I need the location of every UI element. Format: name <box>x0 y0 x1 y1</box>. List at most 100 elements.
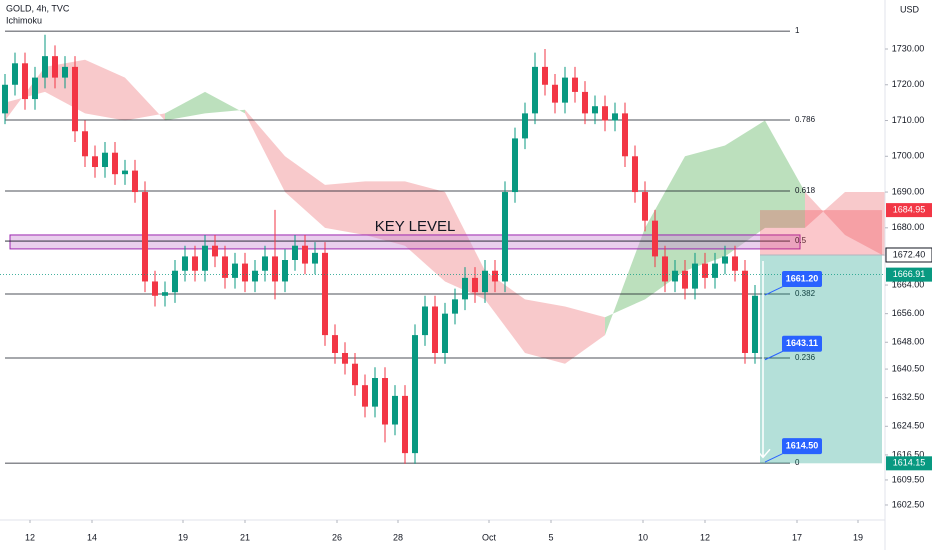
x-tick-label: 5 <box>548 532 553 542</box>
price-tag <box>886 203 932 218</box>
candle-body <box>482 270 488 293</box>
candle-body <box>222 256 228 278</box>
candle-body <box>72 66 78 132</box>
candle-body <box>342 352 348 364</box>
x-tick-label: 12 <box>25 532 35 542</box>
candle-body <box>712 263 718 278</box>
fib-label: 0.786 <box>795 115 816 124</box>
ichimoku-cloud <box>565 306 605 364</box>
candle-body <box>292 245 298 260</box>
y-tick-label: 1648.00 <box>892 337 925 347</box>
key-level-zone <box>9 234 801 250</box>
x-tick-label: 10 <box>638 532 648 542</box>
y-tick-label: 1720.00 <box>892 79 925 89</box>
price-tag <box>886 456 932 471</box>
chart-title: GOLD, 4h, TVC <box>6 3 70 13</box>
price-tag <box>886 267 932 282</box>
candle-body <box>322 252 328 336</box>
candle-body <box>632 156 638 193</box>
callout-pointer <box>764 284 787 296</box>
callout-box <box>782 271 822 288</box>
fib-label: 0.382 <box>795 289 816 298</box>
candle-body <box>272 256 278 282</box>
candle-body <box>92 156 98 168</box>
candle-body <box>472 277 478 293</box>
candle-body <box>282 260 288 282</box>
candle-body <box>332 335 338 353</box>
candle-body <box>692 263 698 289</box>
price-tag-label: 1666.91 <box>893 269 926 279</box>
y-tick-label: 1664.00 <box>892 279 925 289</box>
candle-body <box>582 91 588 114</box>
y-tick-label: 1609.50 <box>892 474 925 484</box>
candle-body <box>142 192 148 282</box>
stop-zone <box>760 210 882 255</box>
ichimoku-cloud <box>285 156 325 228</box>
candle-body <box>262 256 268 271</box>
candle-body <box>2 84 8 114</box>
candle-body <box>532 66 538 114</box>
candle-body <box>82 131 88 157</box>
ichimoku-cloud <box>205 91 245 114</box>
price-tag <box>885 247 932 263</box>
candle-body <box>592 106 598 114</box>
candle-body <box>382 378 388 425</box>
candle-body <box>552 84 558 103</box>
callout-label: 1643.11 <box>786 338 818 348</box>
candle-body <box>602 106 608 121</box>
currency: USD <box>900 4 920 14</box>
x-tick-label: 21 <box>240 532 250 542</box>
candle-body <box>352 363 358 386</box>
candle-body <box>302 245 308 264</box>
y-tick-label: 1680.00 <box>892 222 925 232</box>
ichimoku-cloud <box>845 192 885 257</box>
ichimoku-cloud <box>325 181 365 235</box>
candle-body <box>32 77 38 100</box>
x-tick-label: 19 <box>178 532 188 542</box>
candle-body <box>132 170 138 193</box>
candle-body <box>392 395 398 425</box>
candle-body <box>502 192 508 282</box>
x-tick-label: 17 <box>792 532 802 542</box>
candle-body <box>702 263 708 278</box>
ichimoku-cloud <box>85 59 125 121</box>
callout-box <box>782 438 822 455</box>
candle-body <box>752 295 758 353</box>
ichimoku-cloud <box>725 120 765 257</box>
y-tick-label: 1640.50 <box>892 363 925 373</box>
fib-label: 0.5 <box>795 236 807 245</box>
x-tick-label: 26 <box>332 532 342 542</box>
candle-body <box>622 113 628 157</box>
candle-body <box>612 113 618 121</box>
y-tick-label: 1656.00 <box>892 308 925 318</box>
candle-body <box>422 306 428 336</box>
y-tick-label: 1690.00 <box>892 186 925 196</box>
candle-body <box>122 170 128 175</box>
candle-body <box>12 63 18 85</box>
candle-body <box>402 395 408 454</box>
candle-body <box>652 220 658 257</box>
callout-box <box>782 335 822 352</box>
candle-body <box>672 270 678 282</box>
candle-body <box>152 281 158 296</box>
callout-label: 1661.20 <box>786 273 819 283</box>
price-tag-label: 1614.15 <box>893 458 926 468</box>
ichimoku-cloud <box>125 77 165 121</box>
candle-body <box>62 66 68 78</box>
fib-label: 0.236 <box>795 353 816 362</box>
candle-body <box>572 77 578 92</box>
y-tick-label: 1700.00 <box>892 151 925 161</box>
candle-body <box>662 256 668 282</box>
ichimoku-cloud <box>365 181 405 246</box>
y-tick-label: 1602.50 <box>892 499 925 509</box>
arrow-head <box>755 448 771 459</box>
candle-body <box>542 66 548 85</box>
fib-label: 0.618 <box>795 186 816 195</box>
candle-body <box>522 113 528 139</box>
callout-pointer <box>764 451 787 463</box>
candle-body <box>462 277 468 300</box>
candle-body <box>202 245 208 271</box>
candle-body <box>512 138 518 193</box>
candle-body <box>112 152 118 175</box>
